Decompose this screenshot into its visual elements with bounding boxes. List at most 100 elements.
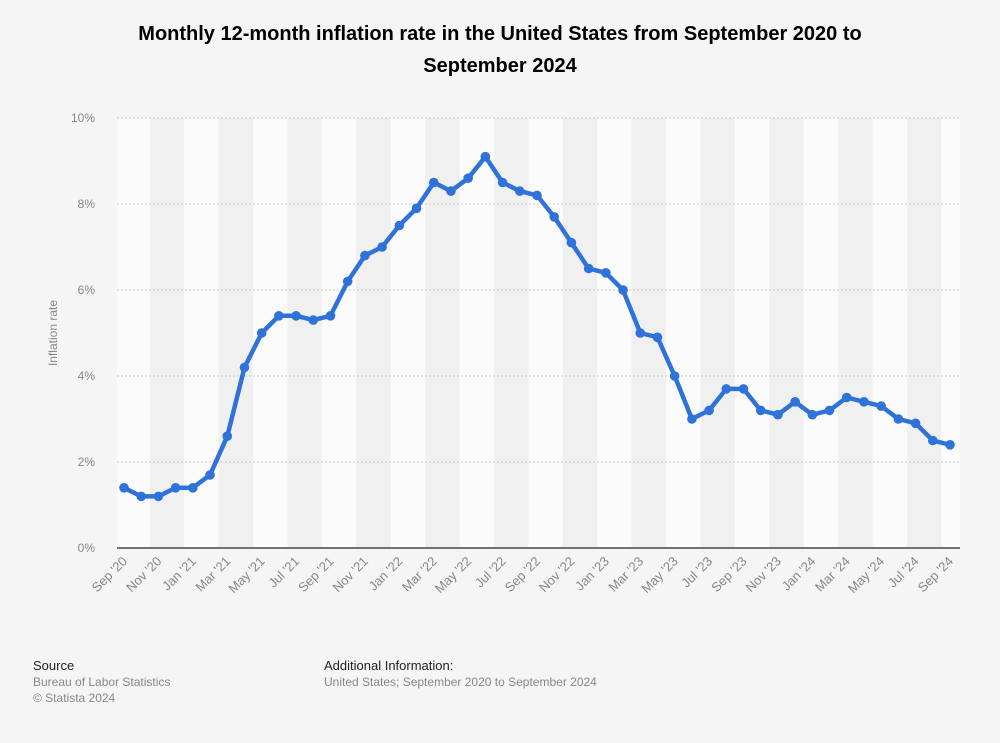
data-point[interactable] [222, 431, 233, 442]
data-point[interactable] [325, 311, 336, 321]
data-point[interactable] [876, 401, 886, 411]
data-point[interactable] [274, 311, 284, 321]
background-band [287, 118, 322, 548]
data-point[interactable] [755, 405, 766, 416]
background-band [356, 118, 391, 548]
x-tick-label: Jan '24 [778, 554, 818, 594]
y-axis-label: Inflation rate [46, 300, 60, 366]
data-point[interactable] [927, 435, 938, 446]
gridlines [117, 117, 960, 549]
background-bands [117, 118, 960, 548]
info-text: United States; September 2020 to Septemb… [324, 675, 597, 689]
copyright-text: © Statista 2024 [33, 691, 116, 705]
y-tick-label: 10% [71, 111, 95, 125]
background-band [700, 118, 735, 548]
background-band [769, 118, 804, 548]
background-band [218, 118, 254, 548]
x-tick-label: Sep '23 [708, 554, 749, 595]
data-point[interactable] [446, 186, 456, 196]
data-point[interactable] [119, 483, 129, 493]
background-band [803, 118, 839, 548]
data-point[interactable] [635, 328, 646, 338]
data-point[interactable] [773, 409, 783, 420]
y-tick-label: 4% [78, 369, 96, 383]
source-text[interactable]: Bureau of Labor Statistics [33, 675, 171, 689]
data-point[interactable] [893, 414, 904, 424]
y-tick-label: 8% [78, 197, 96, 211]
footer-additional-info: Additional Information: United States; S… [324, 658, 597, 690]
data-point[interactable] [566, 237, 577, 248]
background-band [872, 118, 907, 548]
x-tick-label: Nov '21 [330, 554, 371, 595]
data-point[interactable] [790, 397, 800, 407]
x-tick-label: May '23 [638, 554, 681, 597]
data-point[interactable] [738, 384, 749, 394]
x-tick-label: Jan '21 [159, 554, 199, 594]
background-band [528, 118, 563, 548]
background-band [562, 118, 598, 548]
data-point[interactable] [360, 250, 370, 261]
data-point[interactable] [652, 332, 663, 343]
data-point[interactable] [549, 212, 560, 222]
footer-source: Source Bureau of Labor Statistics © Stat… [33, 658, 170, 706]
background-band [941, 118, 960, 548]
data-point[interactable] [205, 470, 215, 480]
data-point[interactable] [394, 220, 405, 231]
data-point[interactable] [497, 177, 508, 188]
y-tick-label: 2% [78, 455, 96, 469]
data-point[interactable] [532, 190, 542, 201]
x-tick-label: May '22 [432, 554, 475, 597]
y-axis-ticks: 0% 2% 4% 6% 8% 10% [71, 111, 95, 555]
chart-title: Monthly 12-month inflation rate in the U… [138, 23, 862, 77]
background-band [459, 118, 494, 548]
data-point[interactable] [601, 268, 611, 278]
x-tick-label: Nov '20 [123, 554, 164, 595]
x-tick-label: Sep '20 [89, 554, 130, 595]
data-point[interactable] [514, 186, 525, 196]
background-band [666, 118, 701, 548]
x-tick-label: Sep '24 [915, 554, 956, 595]
data-point[interactable] [308, 315, 319, 325]
background-band [734, 118, 770, 548]
series-line-group [119, 151, 955, 502]
data-point[interactable] [377, 242, 387, 252]
data-point[interactable] [153, 491, 164, 502]
x-tick-label: May '24 [845, 554, 888, 597]
x-tick-label: Sep '22 [502, 554, 543, 595]
data-point[interactable] [910, 418, 921, 429]
data-point[interactable] [824, 405, 835, 416]
data-point[interactable] [807, 409, 818, 420]
data-point[interactable] [669, 371, 680, 381]
background-band [597, 118, 632, 548]
data-point[interactable] [256, 328, 267, 338]
background-band [321, 118, 357, 548]
data-point[interactable] [136, 491, 147, 502]
data-point[interactable] [188, 483, 198, 493]
y-tick-label: 0% [78, 541, 96, 555]
data-point[interactable] [721, 384, 732, 394]
data-point[interactable] [704, 405, 714, 416]
data-point[interactable] [583, 263, 594, 274]
data-point[interactable] [291, 311, 301, 321]
background-band [117, 118, 150, 548]
data-point[interactable] [463, 173, 473, 183]
data-point[interactable] [841, 392, 852, 403]
data-point[interactable] [618, 285, 628, 295]
background-band [390, 118, 426, 548]
data-point[interactable] [480, 151, 491, 162]
data-point[interactable] [687, 414, 697, 424]
background-band [838, 118, 873, 548]
data-point[interactable] [170, 483, 181, 493]
y-tick-label: 6% [78, 283, 96, 297]
x-tick-label: May '21 [225, 554, 268, 597]
data-point[interactable] [859, 397, 869, 407]
x-tick-label: Jan '22 [365, 554, 405, 594]
data-point[interactable] [239, 362, 250, 373]
data-point[interactable] [428, 177, 439, 188]
data-point[interactable] [342, 276, 353, 287]
x-tick-label: Nov '22 [536, 554, 577, 595]
data-point[interactable] [945, 440, 955, 450]
x-tick-label: Jan '23 [572, 554, 612, 594]
data-point[interactable] [411, 203, 422, 214]
